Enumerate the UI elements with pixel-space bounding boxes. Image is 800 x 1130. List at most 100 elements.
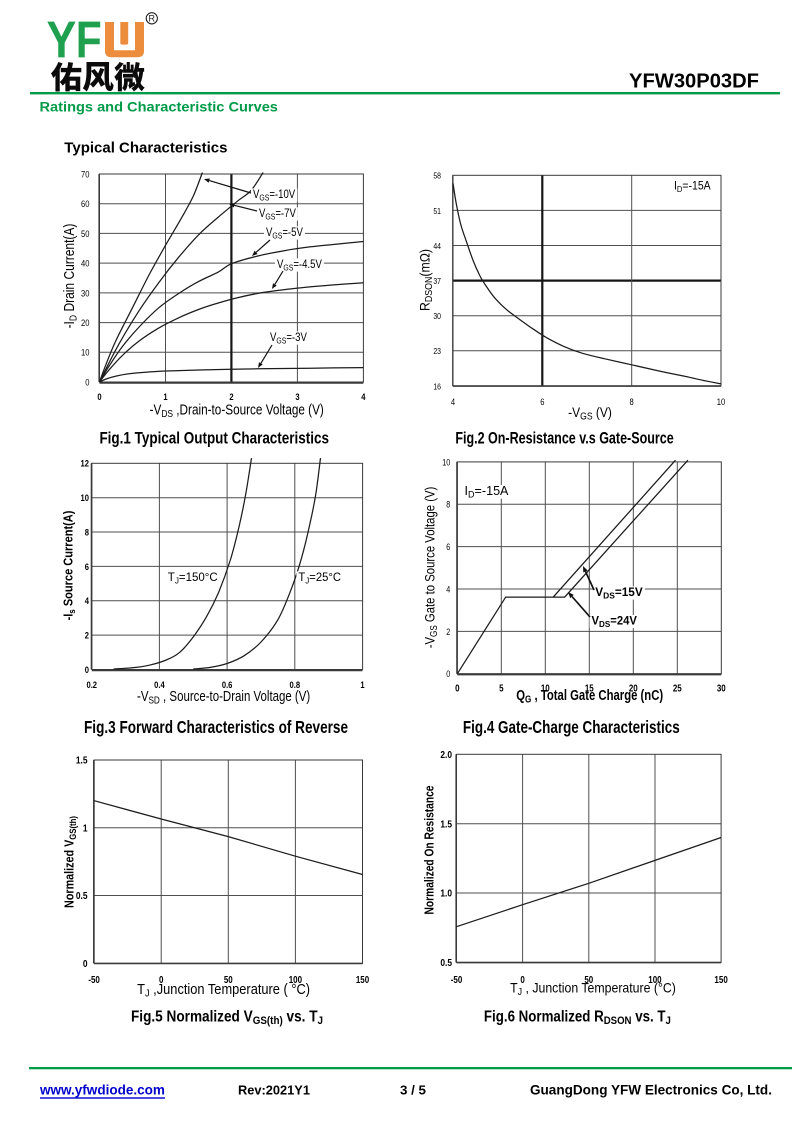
svg-text:30: 30 <box>433 311 441 321</box>
svg-text:www.yfwdiode.com: www.yfwdiode.com <box>39 1083 165 1098</box>
svg-text:1.5: 1.5 <box>76 755 88 767</box>
svg-text:58: 58 <box>433 171 441 181</box>
svg-text:VGS=-10V: VGS=-10V <box>253 188 296 203</box>
svg-text:30: 30 <box>717 683 726 694</box>
svg-text:R: R <box>149 14 156 24</box>
svg-text:0.5: 0.5 <box>76 890 88 902</box>
svg-text:4: 4 <box>451 396 455 407</box>
svg-text:60: 60 <box>81 198 90 209</box>
svg-text:0: 0 <box>446 669 450 679</box>
svg-text:10: 10 <box>717 396 726 407</box>
svg-text:-ID Drain Current(A): -ID Drain Current(A) <box>61 224 80 329</box>
svg-text:-VDS ,Drain-to-Source Voltage: -VDS ,Drain-to-Source Voltage (V) <box>150 401 324 420</box>
svg-text:15: 15 <box>585 683 594 694</box>
svg-text:TJ , Junction Temperature (°C): TJ , Junction Temperature (°C) <box>510 980 676 999</box>
svg-text:3: 3 <box>295 391 299 402</box>
svg-text:2.0: 2.0 <box>440 749 452 761</box>
svg-text:70: 70 <box>81 169 90 180</box>
svg-text:GuangDong YFW Electronics Co,: GuangDong YFW Electronics Co, Ltd. <box>530 1083 772 1098</box>
svg-text:Fig.2 On-Resistance v.s Gate-S: Fig.2 On-Resistance v.s Gate-Source <box>455 430 673 448</box>
svg-text:10: 10 <box>541 683 550 694</box>
svg-text:VGS=-3V: VGS=-3V <box>270 331 308 346</box>
svg-text:2: 2 <box>85 630 89 641</box>
svg-text:10: 10 <box>81 347 90 358</box>
svg-text:-50: -50 <box>451 974 463 985</box>
svg-text:0.2: 0.2 <box>86 679 97 690</box>
svg-text:-VGS (V): -VGS (V) <box>568 404 612 422</box>
svg-text:VGS=-4.5V: VGS=-4.5V <box>277 258 323 273</box>
svg-text:4: 4 <box>361 391 365 402</box>
svg-text:VGS=-7V: VGS=-7V <box>259 207 297 222</box>
svg-text:Rev:2021Y1: Rev:2021Y1 <box>238 1082 310 1097</box>
svg-text:25: 25 <box>673 683 682 694</box>
svg-text:Normalized VGS(th): Normalized VGS(th) <box>63 816 78 908</box>
svg-text:0: 0 <box>520 974 524 985</box>
svg-text:Fig.6 Normalized RDSON vs. TJ: Fig.6 Normalized RDSON vs. TJ <box>484 1009 671 1028</box>
svg-text:6: 6 <box>540 396 544 407</box>
svg-text:1.0: 1.0 <box>440 888 452 900</box>
svg-text:QG , Total Gate Charge (nC): QG , Total Gate Charge (nC) <box>516 687 663 705</box>
svg-text:0: 0 <box>159 974 163 985</box>
svg-text:TJ=25°C: TJ=25°C <box>298 571 341 586</box>
svg-text:51: 51 <box>433 206 441 216</box>
svg-text:8: 8 <box>630 396 634 407</box>
svg-text:0.6: 0.6 <box>222 679 233 690</box>
svg-text:Fig.5 Normalized VGS(th) vs. T: Fig.5 Normalized VGS(th) vs. TJ <box>131 1009 323 1028</box>
svg-text:YFW30P03DF: YFW30P03DF <box>629 70 759 92</box>
svg-text:150: 150 <box>714 974 727 985</box>
svg-text:Ratings and Characteristic Cur: Ratings and Characteristic Curves <box>40 100 278 116</box>
svg-text:23: 23 <box>433 346 441 356</box>
svg-text:0.8: 0.8 <box>290 679 301 690</box>
svg-text:0: 0 <box>83 958 88 970</box>
svg-text:TJ=150°C: TJ=150°C <box>168 571 218 586</box>
svg-text:4: 4 <box>85 595 89 606</box>
svg-text:5: 5 <box>499 683 503 694</box>
svg-text:10: 10 <box>81 492 90 503</box>
svg-text:VGS=-5V: VGS=-5V <box>266 226 304 241</box>
svg-text:8: 8 <box>446 500 450 510</box>
svg-text:150: 150 <box>356 974 369 985</box>
svg-text:50: 50 <box>584 974 593 985</box>
svg-text:Fig.3 Forward Characteristics: Fig.3 Forward Characteristics of Reverse <box>84 718 348 737</box>
svg-text:ID=-15A: ID=-15A <box>674 180 711 194</box>
svg-text:50: 50 <box>224 974 233 985</box>
svg-text:VDS=15V: VDS=15V <box>595 585 642 601</box>
svg-text:0.4: 0.4 <box>154 679 165 690</box>
svg-text:44: 44 <box>433 241 441 251</box>
svg-text:16: 16 <box>433 382 441 392</box>
svg-text:-VSD , Source-to-Drain Voltage: -VSD , Source-to-Drain Voltage (V) <box>137 688 310 706</box>
svg-text:6: 6 <box>85 561 89 572</box>
svg-text:100: 100 <box>648 974 661 985</box>
svg-text:4: 4 <box>446 585 450 595</box>
svg-text:0: 0 <box>85 377 89 388</box>
svg-text:1.5: 1.5 <box>440 819 452 831</box>
svg-text:20: 20 <box>629 683 638 694</box>
svg-text:40: 40 <box>81 258 90 269</box>
svg-text:20: 20 <box>81 317 90 328</box>
svg-text:8: 8 <box>85 527 89 538</box>
svg-text:50: 50 <box>81 228 90 239</box>
svg-text:2: 2 <box>229 391 233 402</box>
svg-text:Fig.4 Gate-Charge Characterist: Fig.4 Gate-Charge Characteristics <box>463 718 680 737</box>
svg-text:37: 37 <box>433 276 441 286</box>
svg-text:2: 2 <box>446 627 450 637</box>
svg-text:0: 0 <box>455 683 459 694</box>
svg-text:ID=-15A: ID=-15A <box>465 484 510 500</box>
svg-text:100: 100 <box>289 974 302 985</box>
svg-text:VDS=24V: VDS=24V <box>592 614 638 629</box>
svg-text:30: 30 <box>81 287 90 298</box>
svg-text:-Is Source Current(A): -Is Source Current(A) <box>61 511 78 621</box>
svg-text:12: 12 <box>81 458 90 469</box>
svg-text:1: 1 <box>360 679 364 690</box>
svg-text:RDSON(mΩ): RDSON(mΩ) <box>417 249 434 311</box>
svg-text:3 / 5: 3 / 5 <box>400 1083 426 1098</box>
svg-text:0: 0 <box>97 391 101 402</box>
svg-text:1: 1 <box>163 391 167 402</box>
svg-text:10: 10 <box>442 458 450 468</box>
svg-text:0.5: 0.5 <box>440 957 452 969</box>
svg-text:1: 1 <box>83 823 88 835</box>
svg-text:Fig.1 Typical Output Character: Fig.1 Typical Output Characteristics <box>99 430 328 447</box>
svg-text:0: 0 <box>85 664 89 675</box>
svg-text:-50: -50 <box>88 974 100 985</box>
svg-text:Typical Characteristics: Typical Characteristics <box>64 140 227 157</box>
